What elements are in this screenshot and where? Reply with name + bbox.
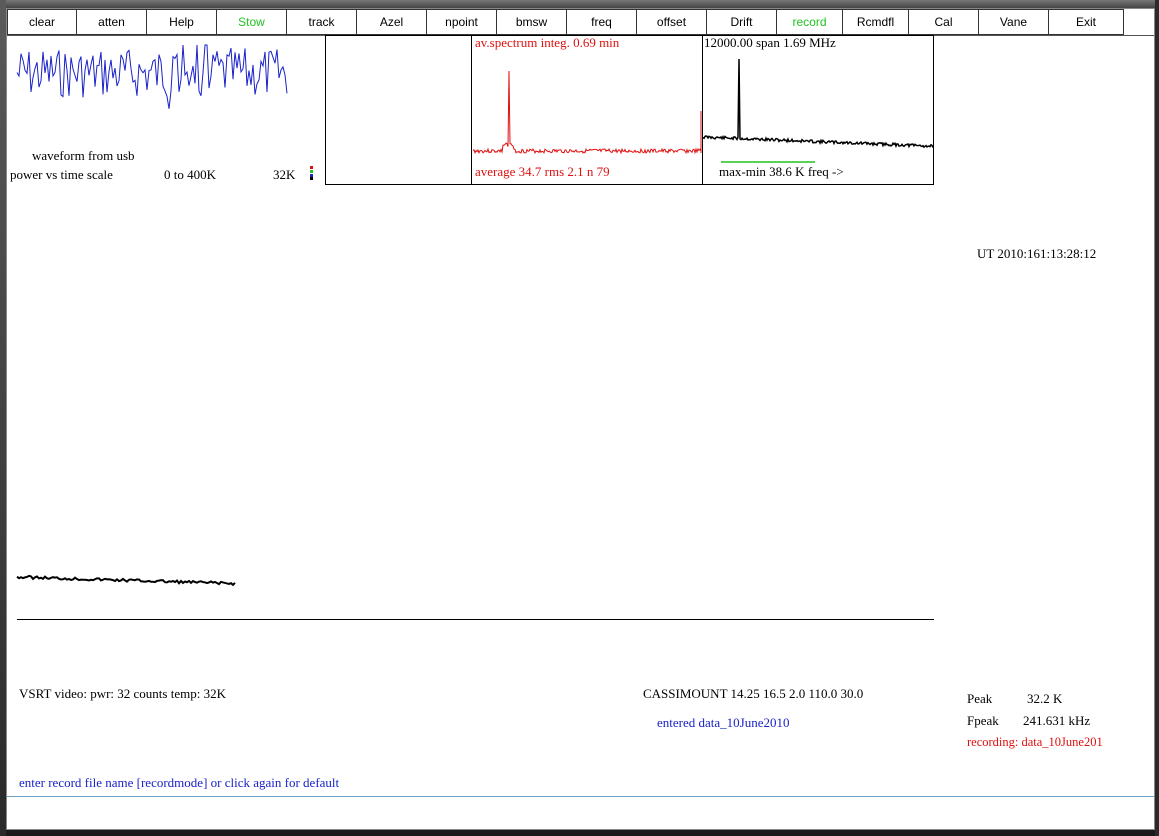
- spectrum-stats: average 34.7 rms 2.1 n 79: [475, 164, 610, 179]
- window-left-edge: [0, 0, 6, 836]
- peak-value: 32.2 K: [1027, 691, 1063, 706]
- span-plot: [702, 58, 934, 163]
- toolbar-button-npoint[interactable]: npoint: [427, 9, 497, 35]
- color-scale-icon: [310, 166, 313, 180]
- recording-status: recording: data_10June201: [967, 735, 1103, 749]
- command-input-area[interactable]: [7, 799, 1154, 827]
- toolbar-button-stow[interactable]: Stow: [217, 9, 287, 35]
- waveform-plot: [16, 44, 288, 109]
- window-titlebar-strip: [0, 0, 1159, 8]
- power-trace: [16, 574, 236, 587]
- waveform-scale-value: 32K: [273, 167, 296, 182]
- mount-status: CASSIMOUNT 14.25 16.5 2.0 110.0 30.0: [643, 686, 864, 701]
- toolbar-button-azel[interactable]: Azel: [357, 9, 427, 35]
- entered-data-status: entered data_10June2010: [657, 715, 790, 730]
- plot-baseline: [17, 619, 934, 620]
- toolbar-button-bmsw[interactable]: bmsw: [497, 9, 567, 35]
- window-right-edge: [1155, 0, 1159, 836]
- toolbar-button-freq[interactable]: freq: [567, 9, 637, 35]
- toolbar-button-clear[interactable]: clear: [7, 9, 77, 35]
- power-trace-plot: [16, 574, 236, 587]
- command-input-separator: [7, 796, 1154, 797]
- toolbar-button-drift[interactable]: Drift: [707, 9, 777, 35]
- toolbar-button-track[interactable]: track: [287, 9, 357, 35]
- toolbar-button-record[interactable]: record: [777, 9, 843, 35]
- toolbar-button-vane[interactable]: Vane: [979, 9, 1049, 35]
- waveform-scale-range: 0 to 400K: [164, 167, 216, 182]
- peak-label: Peak: [967, 691, 993, 706]
- command-toolbar: clear atten Help Stow track Azel npoint bmsw fre…: [7, 9, 1154, 36]
- srt-main-window: clear atten Help Stow track Azel npoint bmsw fre…: [6, 8, 1155, 830]
- video-status: VSRT video: pwr: 32 counts temp: 32K: [19, 686, 226, 701]
- span-trace: [702, 58, 934, 149]
- toolbar-button-offset[interactable]: offset: [637, 9, 707, 35]
- ut-time: UT 2010:161:13:28:12: [977, 246, 1097, 261]
- waveform-scale-label: power vs time scale: [10, 167, 113, 182]
- span-panel: [702, 35, 934, 185]
- command-prompt: enter record file name [recordmode] or c…: [19, 775, 340, 790]
- waveform-trace: [16, 44, 288, 109]
- span-title: 12000.00 span 1.69 MHz: [704, 35, 836, 50]
- fpeak-value: 241.631 kHz: [1023, 713, 1091, 728]
- waveform-label: waveform from usb: [32, 148, 135, 163]
- spectrum-plot: [472, 70, 702, 155]
- toolbar-button-help[interactable]: Help: [147, 9, 217, 35]
- toolbar-button-cal[interactable]: Cal: [909, 9, 979, 35]
- span-footer: max-min 38.6 K freq ->: [719, 164, 844, 179]
- fpeak-label: Fpeak: [967, 713, 999, 728]
- blank-panel: [325, 35, 472, 185]
- spectrum-title: av.spectrum integ. 0.69 min: [475, 35, 620, 50]
- toolbar-button-exit[interactable]: Exit: [1049, 9, 1124, 35]
- spectrum-trace: [472, 70, 702, 155]
- toolbar-button-atten[interactable]: atten: [77, 9, 147, 35]
- toolbar-button-rcmdfl[interactable]: Rcmdfl: [843, 9, 909, 35]
